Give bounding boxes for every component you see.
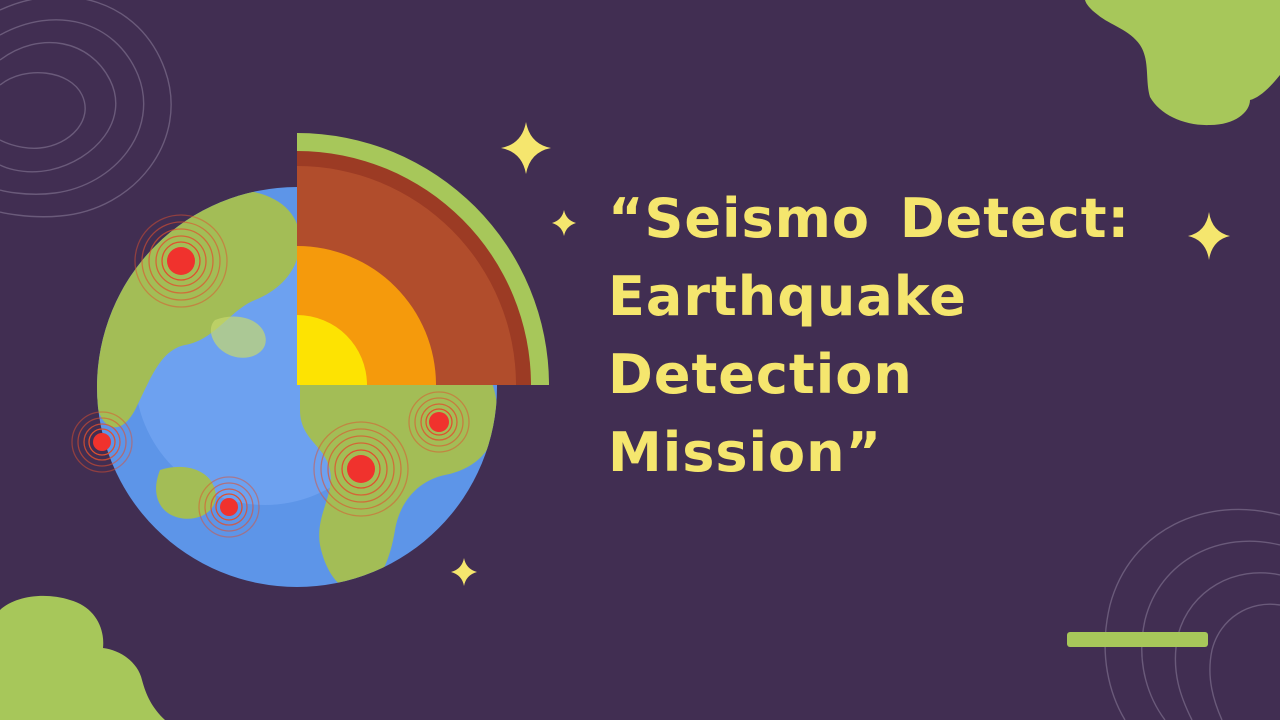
epicenter-marker	[313, 421, 409, 517]
green-blob-top-right	[1085, 0, 1280, 126]
green-blob-bottom-left	[0, 595, 165, 720]
slide-title: “Seismo Detect: Earthquake Detection Mis…	[608, 180, 1228, 492]
epicenter-marker	[198, 476, 260, 538]
contour-lines-top-left	[0, 0, 172, 218]
accent-bar	[1067, 632, 1208, 647]
sparkle-icon	[451, 558, 477, 586]
sparkle-icon	[501, 122, 551, 174]
title-line: Earthquake	[608, 265, 967, 328]
epicenter-marker	[71, 411, 133, 473]
contour-lines-bottom-right	[1104, 508, 1280, 720]
earth-cross-section	[297, 133, 549, 385]
title-line: Detection	[608, 343, 913, 406]
title-line: Mission”	[608, 421, 883, 484]
sparkle-icon	[1188, 212, 1230, 260]
epicenter-marker	[134, 214, 228, 308]
epicenter-marker	[408, 391, 470, 453]
sparkle-icon	[552, 210, 576, 236]
title-line: “Seismo Detect:	[608, 187, 1131, 250]
